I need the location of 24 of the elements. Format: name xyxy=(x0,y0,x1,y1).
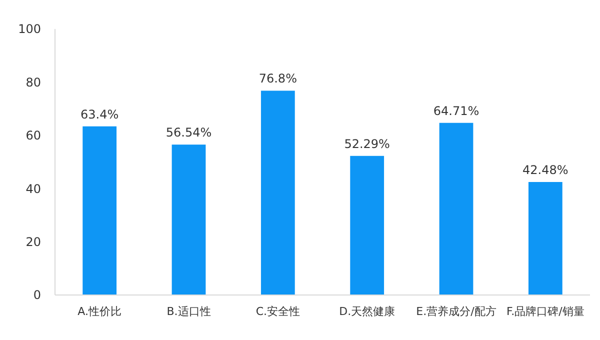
x-tick-label: C.安全性 xyxy=(256,305,300,318)
y-tick-label: 100 xyxy=(18,22,41,36)
bar xyxy=(528,182,562,295)
y-tick-label: 80 xyxy=(26,75,41,90)
x-tick-label: E.营养成分/配方 xyxy=(416,305,496,318)
y-tick-label: 0 xyxy=(33,288,41,302)
bar xyxy=(439,122,474,295)
data-label: 52.29% xyxy=(344,136,390,151)
data-label: 56.54% xyxy=(166,126,212,140)
x-tick-label: F.品牌口碑/销量 xyxy=(506,305,584,318)
bar xyxy=(82,126,117,295)
data-label: 76.8% xyxy=(258,72,297,86)
bar xyxy=(350,156,384,295)
bar xyxy=(260,90,295,295)
data-label: 64.71% xyxy=(433,104,480,118)
y-tick-label: 40 xyxy=(26,182,41,196)
x-tick-label: A.性价比 xyxy=(78,305,122,318)
x-tick-label: B.适口性 xyxy=(166,305,211,318)
data-label: 42.48% xyxy=(522,163,568,178)
x-tick-label: D.天然健康 xyxy=(339,305,396,318)
y-tick-label: 60 xyxy=(26,128,41,143)
bar xyxy=(172,144,206,295)
data-label: 63.4% xyxy=(80,107,119,122)
y-tick-label: 20 xyxy=(26,235,41,249)
